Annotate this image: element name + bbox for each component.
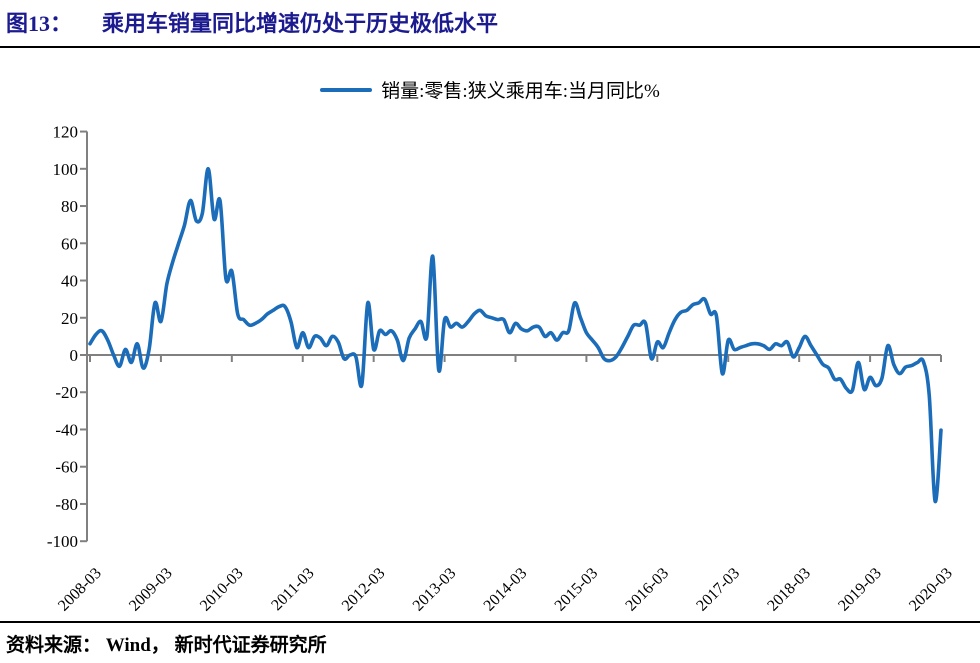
figure-header: 图13： 乘用车销量同比增速仍处于历史极低水平 xyxy=(6,10,976,38)
x-axis-label: 2015-03 xyxy=(552,565,602,615)
x-axis-label: 2019-03 xyxy=(835,565,885,615)
y-axis-label: 80 xyxy=(61,197,78,216)
x-axis-label: 2013-03 xyxy=(410,565,460,615)
y-axis-label: -60 xyxy=(55,458,78,477)
y-axis-label: -80 xyxy=(55,495,78,514)
y-axis-label: -100 xyxy=(47,532,78,551)
y-axis-label: 20 xyxy=(61,309,78,328)
x-axis-label: 2012-03 xyxy=(339,565,389,615)
x-axis-label: 2008-03 xyxy=(55,565,105,615)
chart-legend: 销量:零售:狭义乘用车:当月同比% xyxy=(0,76,980,103)
legend-line-swatch xyxy=(320,87,373,92)
x-axis-label: 2017-03 xyxy=(693,565,743,615)
y-axis-label: 60 xyxy=(61,234,78,253)
x-axis-label: 2016-03 xyxy=(622,565,672,615)
source-note: 资料来源： Wind， 新时代证券研究所 xyxy=(6,635,327,656)
y-axis-label: 40 xyxy=(61,272,78,291)
legend-label: 销量:零售:狭义乘用车:当月同比% xyxy=(381,81,660,102)
y-axis-label: 120 xyxy=(53,123,79,142)
series-line xyxy=(88,166,943,504)
y-axis-label: -40 xyxy=(55,420,78,439)
x-axis-label: 2020-03 xyxy=(906,565,956,615)
x-axis-label: 2010-03 xyxy=(197,565,247,615)
line-chart: 120 100 80 60 40 20 0 -20 -40 -60 -80 -100 2008-03 20… xyxy=(0,100,980,621)
x-axis-label: 2014-03 xyxy=(481,565,531,615)
footer-divider xyxy=(0,621,980,623)
y-axis-label: -20 xyxy=(55,383,78,402)
header-divider xyxy=(0,46,980,48)
x-axis-label: 2009-03 xyxy=(126,565,176,615)
chart-canvas: 120 100 80 60 40 20 0 -20 -40 -60 -80 -100 2008-03 20… xyxy=(47,123,956,615)
figure-number: 图13： xyxy=(6,11,73,36)
figure-title: 乘用车销量同比增速仍处于历史极低水平 xyxy=(102,11,499,36)
x-axis-label: 2011-03 xyxy=(268,565,317,614)
y-axis-label: 0 xyxy=(70,346,79,365)
x-axis-label: 2018-03 xyxy=(764,565,814,615)
y-axis-label: 100 xyxy=(53,160,79,179)
